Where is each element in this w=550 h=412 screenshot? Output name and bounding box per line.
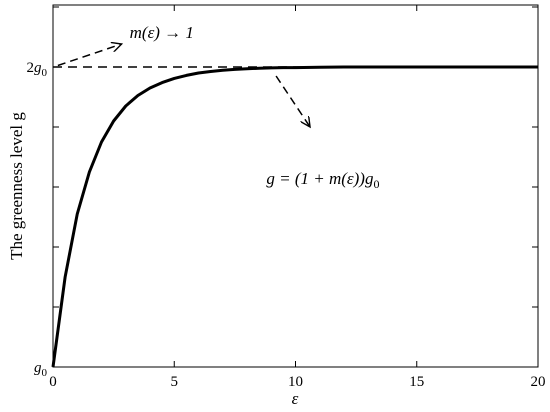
y-axis-label: The greenness level g — [7, 112, 26, 260]
plot-marks — [51, 65, 538, 368]
x-tick-label: 10 — [288, 374, 303, 390]
x-tick-label: 15 — [409, 374, 424, 390]
annotation-limit: m(ε) → 1 — [130, 23, 194, 42]
x-axis-label: ε — [292, 389, 299, 408]
annotations: m(ε) → 1 g = (1 + m(ε))g0 — [57, 23, 379, 191]
x-tick-label: 20 — [531, 374, 546, 390]
annotation-formula: g = (1 + m(ε))g0 — [266, 169, 379, 191]
annotation-arrow-limit — [57, 44, 122, 67]
x-tick-label: 5 — [171, 374, 179, 390]
y-tick-label: 2g0 — [27, 60, 48, 79]
annotation-arrow-formula — [275, 75, 310, 127]
greenness-curve — [51, 65, 538, 368]
axis-ticks — [52, 5, 539, 368]
tick-labels: 0 5 10 15 20 g0 2g0 — [27, 60, 546, 390]
x-tick-label: 0 — [49, 374, 57, 390]
y-tick-label: g0 — [34, 360, 48, 379]
